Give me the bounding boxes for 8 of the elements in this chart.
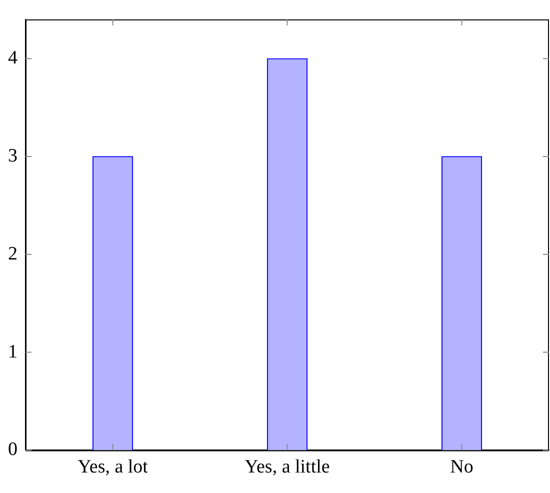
x-tick-label: Yes, a little xyxy=(244,456,330,478)
y-tick-label: 0 xyxy=(8,439,18,460)
y-tick-label: 2 xyxy=(8,243,18,264)
y-tick-label: 4 xyxy=(8,48,18,69)
x-tick-label: Yes, a lot xyxy=(78,456,149,478)
x-tick-label: No xyxy=(450,456,474,478)
y-tick-label: 1 xyxy=(8,341,18,362)
y-tick-label: 3 xyxy=(8,145,18,166)
